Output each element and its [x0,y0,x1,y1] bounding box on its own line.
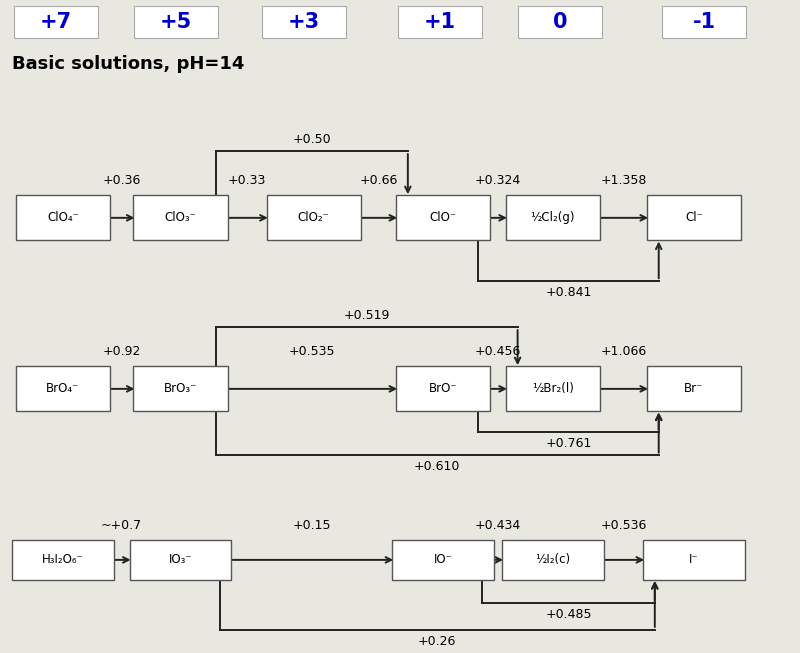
Text: +0.15: +0.15 [293,518,331,532]
FancyBboxPatch shape [643,540,745,580]
Text: Br⁻: Br⁻ [684,383,704,395]
FancyBboxPatch shape [134,366,227,411]
FancyBboxPatch shape [134,7,218,38]
Text: +0.536: +0.536 [600,518,646,532]
FancyBboxPatch shape [14,7,98,38]
Text: +0.92: +0.92 [102,345,141,358]
FancyBboxPatch shape [266,195,361,240]
Text: +0.610: +0.610 [414,460,461,473]
Text: H₃I₂O₆⁻: H₃I₂O₆⁻ [42,553,84,566]
Text: ClO⁻: ClO⁻ [430,212,457,225]
FancyBboxPatch shape [262,7,346,38]
Text: 0: 0 [553,12,567,32]
FancyBboxPatch shape [134,195,227,240]
Text: -1: -1 [693,12,715,32]
FancyBboxPatch shape [502,540,604,580]
Text: ~+0.7: ~+0.7 [101,518,142,532]
Text: BrO₃⁻: BrO₃⁻ [164,383,197,395]
FancyBboxPatch shape [398,7,482,38]
FancyBboxPatch shape [392,540,494,580]
Text: +0.761: +0.761 [546,437,592,450]
Text: +1.066: +1.066 [600,345,646,358]
Text: BrO₄⁻: BrO₄⁻ [46,383,79,395]
Text: +0.519: +0.519 [343,310,390,322]
FancyBboxPatch shape [130,540,231,580]
Text: +0.66: +0.66 [359,174,398,187]
Text: ClO₂⁻: ClO₂⁻ [298,212,330,225]
Text: +0.485: +0.485 [546,608,592,621]
FancyBboxPatch shape [662,7,746,38]
Text: IO⁻: IO⁻ [434,553,453,566]
Text: +0.535: +0.535 [289,345,335,358]
Text: +5: +5 [160,12,192,32]
FancyBboxPatch shape [518,7,602,38]
FancyBboxPatch shape [12,540,114,580]
FancyBboxPatch shape [647,195,741,240]
Text: +1.358: +1.358 [600,174,646,187]
Text: +0.33: +0.33 [228,174,266,187]
FancyBboxPatch shape [506,195,600,240]
FancyBboxPatch shape [16,195,110,240]
Text: +0.841: +0.841 [546,286,592,299]
FancyBboxPatch shape [396,366,490,411]
Text: ClO₄⁻: ClO₄⁻ [47,212,79,225]
Text: +0.324: +0.324 [475,174,521,187]
FancyBboxPatch shape [647,366,741,411]
Text: BrO⁻: BrO⁻ [429,383,458,395]
Text: Cl⁻: Cl⁻ [685,212,703,225]
Text: +0.36: +0.36 [102,174,141,187]
Text: ½Br₂(l): ½Br₂(l) [532,383,574,395]
Text: +3: +3 [288,12,320,32]
Text: ClO₃⁻: ClO₃⁻ [165,212,197,225]
Text: I⁻: I⁻ [689,553,699,566]
FancyBboxPatch shape [396,195,490,240]
Text: Basic solutions, pH=14: Basic solutions, pH=14 [12,55,244,73]
Text: IO₃⁻: IO₃⁻ [169,553,192,566]
Text: +7: +7 [40,12,72,32]
Text: +1: +1 [424,12,456,32]
FancyBboxPatch shape [506,366,600,411]
Text: +0.50: +0.50 [293,133,331,146]
Text: +0.26: +0.26 [418,635,457,648]
FancyBboxPatch shape [16,366,110,411]
Text: ½I₂(c): ½I₂(c) [535,553,570,566]
Text: ½Cl₂(g): ½Cl₂(g) [530,212,575,225]
Text: +0.456: +0.456 [475,345,521,358]
Text: +0.434: +0.434 [475,518,521,532]
